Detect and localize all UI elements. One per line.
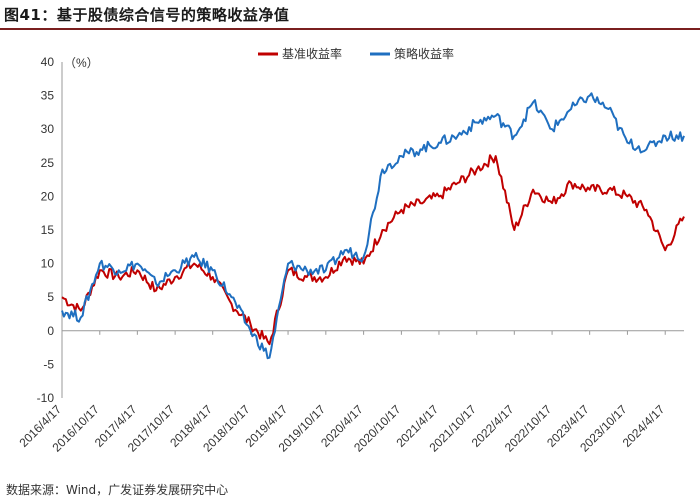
source-note: 数据来源：Wind，广发证券发展研究中心 <box>6 483 229 497</box>
axes <box>61 62 684 398</box>
y-unit-label: （%） <box>64 56 99 70</box>
y-tick-label: 30 <box>41 122 55 136</box>
y-tick-label: 0 <box>47 324 54 338</box>
y-tick-label: 20 <box>41 189 55 203</box>
series-line-1 <box>61 154 685 346</box>
legend: 基准收益率 策略收益率 <box>258 46 454 61</box>
y-tick-label: 15 <box>41 223 55 237</box>
series-line-2 <box>61 92 685 360</box>
legend-label: 基准收益率 <box>282 46 342 61</box>
y-tick-label: 10 <box>41 257 55 271</box>
y-tick-label: 25 <box>41 156 55 170</box>
y-tick-label: 40 <box>41 55 55 69</box>
series-lines <box>61 92 685 360</box>
y-tick-label: 5 <box>47 290 54 304</box>
title-bar: 图41：基于股债综合信号的策略收益净值 <box>0 0 700 30</box>
y-tick-label: -10 <box>37 391 55 405</box>
y-tick-label: -5 <box>43 357 54 371</box>
x-tick-label: 2024/4/17 <box>620 402 668 450</box>
figure-label: 图41： <box>4 6 57 24</box>
legend-label: 策略收益率 <box>394 46 454 61</box>
page-title: 图41：基于股债综合信号的策略收益净值 <box>4 4 289 25</box>
figure-title: 基于股债综合信号的策略收益净值 <box>56 6 290 24</box>
y-tick-label: 35 <box>41 89 55 103</box>
